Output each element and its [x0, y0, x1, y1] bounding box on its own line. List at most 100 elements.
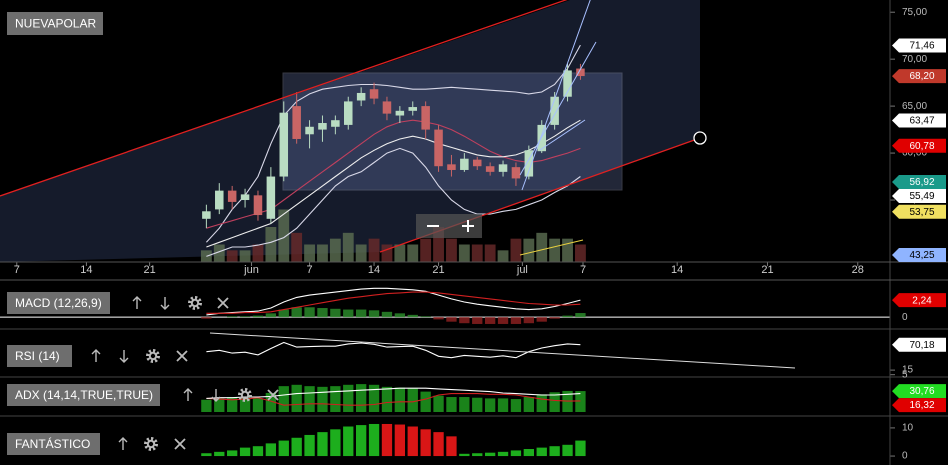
- candle-body: [279, 112, 289, 177]
- price-tag-label: 43,25: [909, 250, 934, 261]
- arrow: [183, 388, 193, 401]
- gear-icon[interactable]: [238, 388, 252, 402]
- price-tag: [892, 204, 946, 219]
- indicator-bar: [252, 315, 264, 318]
- x-icon[interactable]: [174, 438, 186, 450]
- indicator-bar: [252, 398, 264, 412]
- x-tick-label: 7: [580, 264, 586, 276]
- indicator-bar: [201, 453, 212, 457]
- volume-bar: [562, 238, 573, 262]
- x-icon[interactable]: [217, 297, 229, 309]
- volume-bar: [433, 227, 444, 262]
- indicator-bar: [575, 440, 586, 457]
- x-tick-label: jun: [243, 264, 259, 276]
- price-tag-label: 55,49: [909, 191, 934, 202]
- indicator-bar: [549, 317, 560, 319]
- gear-icon[interactable]: [188, 296, 202, 310]
- up-icon[interactable]: [132, 296, 142, 309]
- gear-icon[interactable]: [146, 349, 160, 363]
- up-icon[interactable]: [118, 437, 128, 450]
- x-tick-label: 14: [368, 264, 380, 276]
- indicator-bar: [278, 309, 289, 318]
- x-tick-label: 7: [14, 264, 20, 276]
- panel-title-box[interactable]: [7, 384, 160, 406]
- x-icon[interactable]: [267, 389, 279, 401]
- indicator-bar: [523, 397, 534, 412]
- panel-title[interactable]: MACD (12,26,9): [15, 296, 102, 310]
- candle-body: [485, 166, 495, 172]
- price-tag: [892, 398, 946, 413]
- indicator-bar: [510, 450, 522, 457]
- x-tick-label: 21: [761, 264, 773, 276]
- indicator-bar: [239, 447, 251, 457]
- y-tick-label: 70,00: [902, 54, 927, 65]
- arrow: [160, 297, 170, 310]
- indicator-bar: [356, 309, 367, 318]
- indicator-bar: [420, 316, 431, 318]
- volume-bar: [446, 238, 457, 262]
- candle-body: [434, 129, 443, 167]
- indicator-bar: [239, 316, 251, 318]
- indicator-bar: [536, 317, 547, 322]
- indicator-bar: [330, 386, 341, 412]
- price-tag-label: 71,46: [909, 41, 934, 52]
- indicator-bar: [523, 449, 534, 457]
- x-tick-label: 28: [852, 264, 864, 276]
- candle-body: [227, 190, 237, 202]
- labels: 75,0070,0065,0060,0055,00015510071421jun…: [7, 7, 946, 462]
- price-tag-label: 68,20: [909, 71, 934, 82]
- indicator-bar: [265, 392, 277, 412]
- y-tick-label: 5: [902, 369, 908, 380]
- candle-body: [215, 190, 224, 210]
- volume-bar: [381, 244, 393, 262]
- candle-body: [292, 106, 301, 139]
- arrow: [211, 389, 221, 402]
- y-tick-label: 10: [902, 423, 914, 434]
- gear-ring: [240, 390, 250, 400]
- wedge-line: [519, 41, 597, 176]
- panel-title[interactable]: ADX (14,14,TRUE,TRUE): [15, 388, 153, 402]
- gear-ring: [190, 298, 200, 308]
- indicator-bar: [317, 432, 328, 457]
- up-icon[interactable]: [183, 388, 193, 401]
- price-tag-label: 60,78: [909, 141, 934, 152]
- y-tick-label: 65,00: [902, 101, 927, 112]
- indicator-bar: [433, 317, 444, 320]
- volume-bar: [239, 250, 251, 262]
- volume-bar: [317, 244, 328, 262]
- panel-title-box[interactable]: [7, 292, 110, 314]
- panel-title[interactable]: NUEVAPOLAR: [15, 17, 96, 31]
- down-icon[interactable]: [119, 350, 129, 363]
- candle-body: [318, 123, 327, 130]
- handle[interactable]: [693, 131, 707, 145]
- panel-title-box[interactable]: [7, 345, 72, 367]
- up-icon[interactable]: [91, 349, 101, 362]
- indicator-bar: [304, 434, 315, 457]
- panel-title[interactable]: FANTÁSTICO: [15, 436, 90, 451]
- down-icon[interactable]: [160, 297, 170, 310]
- panel-title-box[interactable]: [7, 12, 103, 35]
- trend-line: [0, 0, 568, 197]
- indicator-line: [206, 291, 581, 314]
- candle-body: [447, 164, 456, 170]
- gear-ring: [146, 439, 156, 449]
- indicator-bar: [356, 425, 367, 457]
- price-tag: [892, 38, 946, 53]
- candle-body: [421, 106, 430, 130]
- indicator-bar: [497, 317, 509, 324]
- gear-icon[interactable]: [144, 437, 158, 451]
- volume-bar: [497, 250, 509, 262]
- volume-bar: [329, 238, 341, 262]
- close: [217, 297, 229, 309]
- panel-title-box[interactable]: [7, 433, 100, 455]
- price-tag: [892, 188, 946, 203]
- panel-title[interactable]: RSI (14): [15, 349, 60, 363]
- down-icon[interactable]: [211, 389, 221, 402]
- indicator-bar: [278, 386, 289, 412]
- price-tag: [892, 337, 946, 352]
- indicator-bar: [394, 313, 406, 318]
- x-icon[interactable]: [176, 350, 188, 362]
- volume-bar: [510, 238, 522, 262]
- indicator-bar: [433, 432, 444, 457]
